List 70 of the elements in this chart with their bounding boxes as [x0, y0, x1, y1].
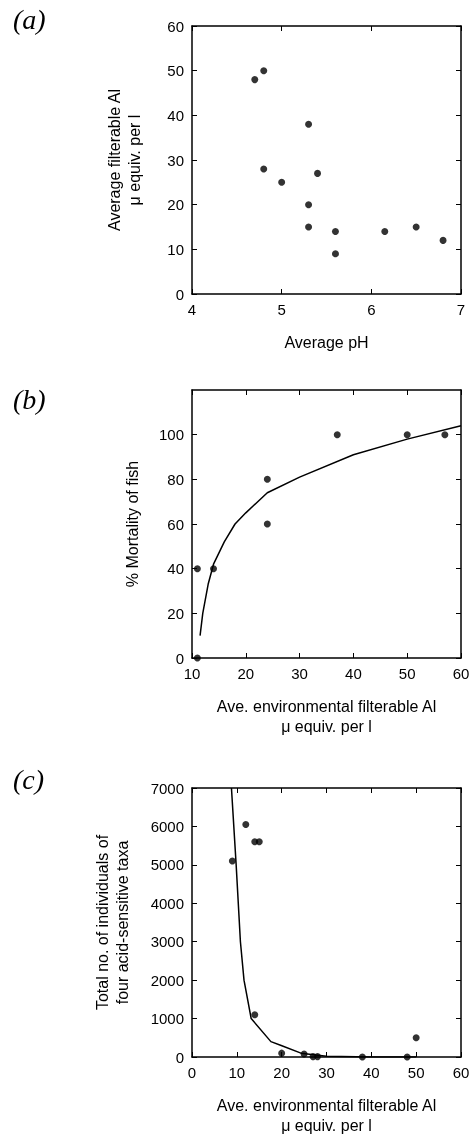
point	[242, 821, 250, 829]
x-tick-label: 0	[187, 1064, 197, 1081]
point	[251, 1011, 259, 1019]
y-tick-label: 6000	[150, 817, 184, 835]
point	[305, 120, 313, 128]
point	[305, 201, 313, 209]
y-tick-label: 20	[167, 196, 184, 214]
x-tick-label: 20	[237, 665, 255, 682]
chart-title: (a)	[13, 3, 46, 35]
point	[263, 475, 271, 483]
x-tick-label: 7	[456, 301, 466, 318]
x-tick-label: 10	[228, 1064, 246, 1081]
chart-title: (b)	[13, 383, 46, 415]
point	[255, 838, 263, 846]
point	[228, 857, 236, 865]
point	[331, 227, 339, 235]
y-tick-label: 0	[175, 649, 184, 667]
x-tick-label: 60	[452, 665, 470, 682]
y-tick-label: 60	[167, 17, 184, 35]
chart-title: (c)	[13, 763, 45, 795]
x-tick-label: 40	[345, 665, 362, 682]
x-tick-label: 4	[187, 301, 197, 318]
y-tick-label: 30	[167, 151, 184, 169]
y-axis-title: Total no. of individuals of four acid-sensitive taxa	[93, 834, 131, 1011]
point	[251, 76, 259, 84]
y-tick-label: 7000	[150, 779, 184, 797]
point	[331, 250, 339, 258]
x-tick-label: 50	[407, 1064, 425, 1081]
y-axis-title: Average filterable Al μ equiv. per l	[105, 88, 143, 232]
x-tick-label: 30	[318, 1064, 335, 1081]
y-axis-title: % Mortality of fish	[123, 460, 141, 588]
x-tick-label: 40	[362, 1064, 380, 1081]
point	[314, 169, 322, 177]
point	[263, 520, 271, 528]
point	[333, 431, 341, 439]
point	[278, 178, 286, 186]
point	[381, 227, 389, 235]
y-tick-label: 60	[167, 515, 184, 533]
point	[439, 236, 447, 244]
point	[441, 431, 449, 439]
point	[260, 165, 268, 173]
point	[278, 1049, 286, 1057]
x-axis-title: Ave. environmental filterable Al μ equiv. per l	[216, 1096, 437, 1134]
point	[260, 67, 268, 75]
y-tick-label: 80	[167, 470, 184, 488]
x-tick-label: 20	[273, 1064, 291, 1081]
y-tick-label: 50	[167, 62, 184, 80]
y-tick-label: 4000	[150, 894, 184, 912]
x-tick-label: 50	[398, 665, 416, 682]
x-axis-title: Ave. environmental filterable Al μ equiv. per l	[216, 697, 437, 735]
y-tick-label: 40	[167, 106, 184, 124]
y-tick-label: 20	[167, 604, 184, 622]
point	[403, 431, 411, 439]
y-tick-label: 100	[158, 426, 184, 444]
y-tick-label: 0	[175, 285, 184, 303]
y-tick-label: 40	[167, 560, 184, 578]
point	[412, 1034, 420, 1042]
x-tick-label: 6	[367, 301, 376, 318]
point	[193, 565, 201, 573]
y-tick-label: 3000	[150, 933, 184, 951]
y-tick-label: 1000	[150, 1010, 184, 1028]
x-tick-label: 5	[277, 301, 286, 318]
y-tick-label: 0	[175, 1048, 184, 1066]
y-tick-label: 10	[167, 240, 184, 258]
y-tick-label: 5000	[150, 856, 184, 874]
x-tick-label: 30	[291, 665, 308, 682]
y-tick-label: 2000	[150, 971, 184, 989]
x-tick-label: 60	[452, 1064, 470, 1081]
point	[305, 223, 313, 231]
x-axis-title: Average pH	[284, 333, 369, 351]
